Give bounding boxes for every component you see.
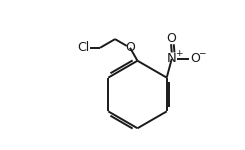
Text: O: O	[190, 52, 200, 65]
Text: O: O	[166, 32, 176, 45]
Text: −: −	[197, 49, 205, 58]
Text: +: +	[175, 49, 182, 58]
Text: N: N	[167, 52, 177, 65]
Text: Cl: Cl	[77, 41, 90, 54]
Text: O: O	[125, 41, 135, 54]
